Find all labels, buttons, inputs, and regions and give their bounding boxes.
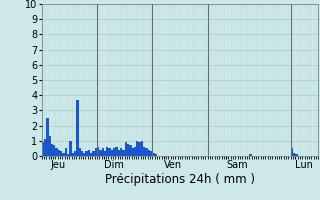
Bar bbox=[295, 154, 298, 156]
Bar bbox=[136, 141, 139, 156]
Bar bbox=[44, 139, 46, 156]
Bar bbox=[78, 148, 81, 156]
Bar bbox=[76, 100, 78, 156]
Bar bbox=[88, 150, 90, 156]
Bar bbox=[81, 151, 83, 156]
Bar bbox=[139, 142, 141, 156]
Bar bbox=[72, 153, 74, 156]
Bar bbox=[108, 148, 111, 156]
Bar bbox=[249, 154, 252, 156]
Bar bbox=[99, 150, 101, 156]
Bar bbox=[127, 144, 129, 156]
Bar bbox=[95, 148, 97, 156]
Bar bbox=[69, 141, 72, 156]
Bar bbox=[65, 148, 67, 156]
Bar bbox=[141, 141, 143, 156]
Bar bbox=[134, 147, 136, 156]
Bar bbox=[122, 150, 124, 156]
Bar bbox=[90, 153, 92, 156]
Bar bbox=[129, 145, 132, 156]
Bar bbox=[101, 148, 104, 156]
Bar bbox=[106, 147, 108, 156]
Bar bbox=[111, 150, 113, 156]
Bar bbox=[120, 148, 122, 156]
Bar bbox=[104, 151, 106, 156]
Bar bbox=[97, 147, 99, 156]
Bar bbox=[132, 148, 134, 156]
Bar bbox=[60, 151, 62, 156]
Bar bbox=[74, 151, 76, 156]
Bar bbox=[150, 151, 152, 156]
Bar bbox=[58, 150, 60, 156]
Bar bbox=[113, 148, 116, 156]
Bar bbox=[49, 136, 51, 156]
Bar bbox=[152, 153, 155, 156]
Bar bbox=[85, 151, 88, 156]
Bar bbox=[67, 154, 69, 156]
Bar bbox=[148, 150, 150, 156]
Bar bbox=[116, 147, 118, 156]
Bar bbox=[46, 118, 49, 156]
Bar bbox=[155, 154, 157, 156]
Bar bbox=[124, 142, 127, 156]
Bar bbox=[145, 148, 148, 156]
Bar bbox=[291, 148, 293, 156]
Bar bbox=[143, 147, 145, 156]
Bar bbox=[92, 151, 95, 156]
X-axis label: Précipitations 24h ( mm ): Précipitations 24h ( mm ) bbox=[105, 173, 255, 186]
Bar bbox=[118, 150, 120, 156]
Bar bbox=[293, 153, 295, 156]
Bar bbox=[51, 144, 53, 156]
Bar bbox=[53, 145, 55, 156]
Bar bbox=[62, 153, 65, 156]
Bar bbox=[55, 148, 58, 156]
Bar bbox=[83, 153, 85, 156]
Bar bbox=[42, 142, 44, 156]
